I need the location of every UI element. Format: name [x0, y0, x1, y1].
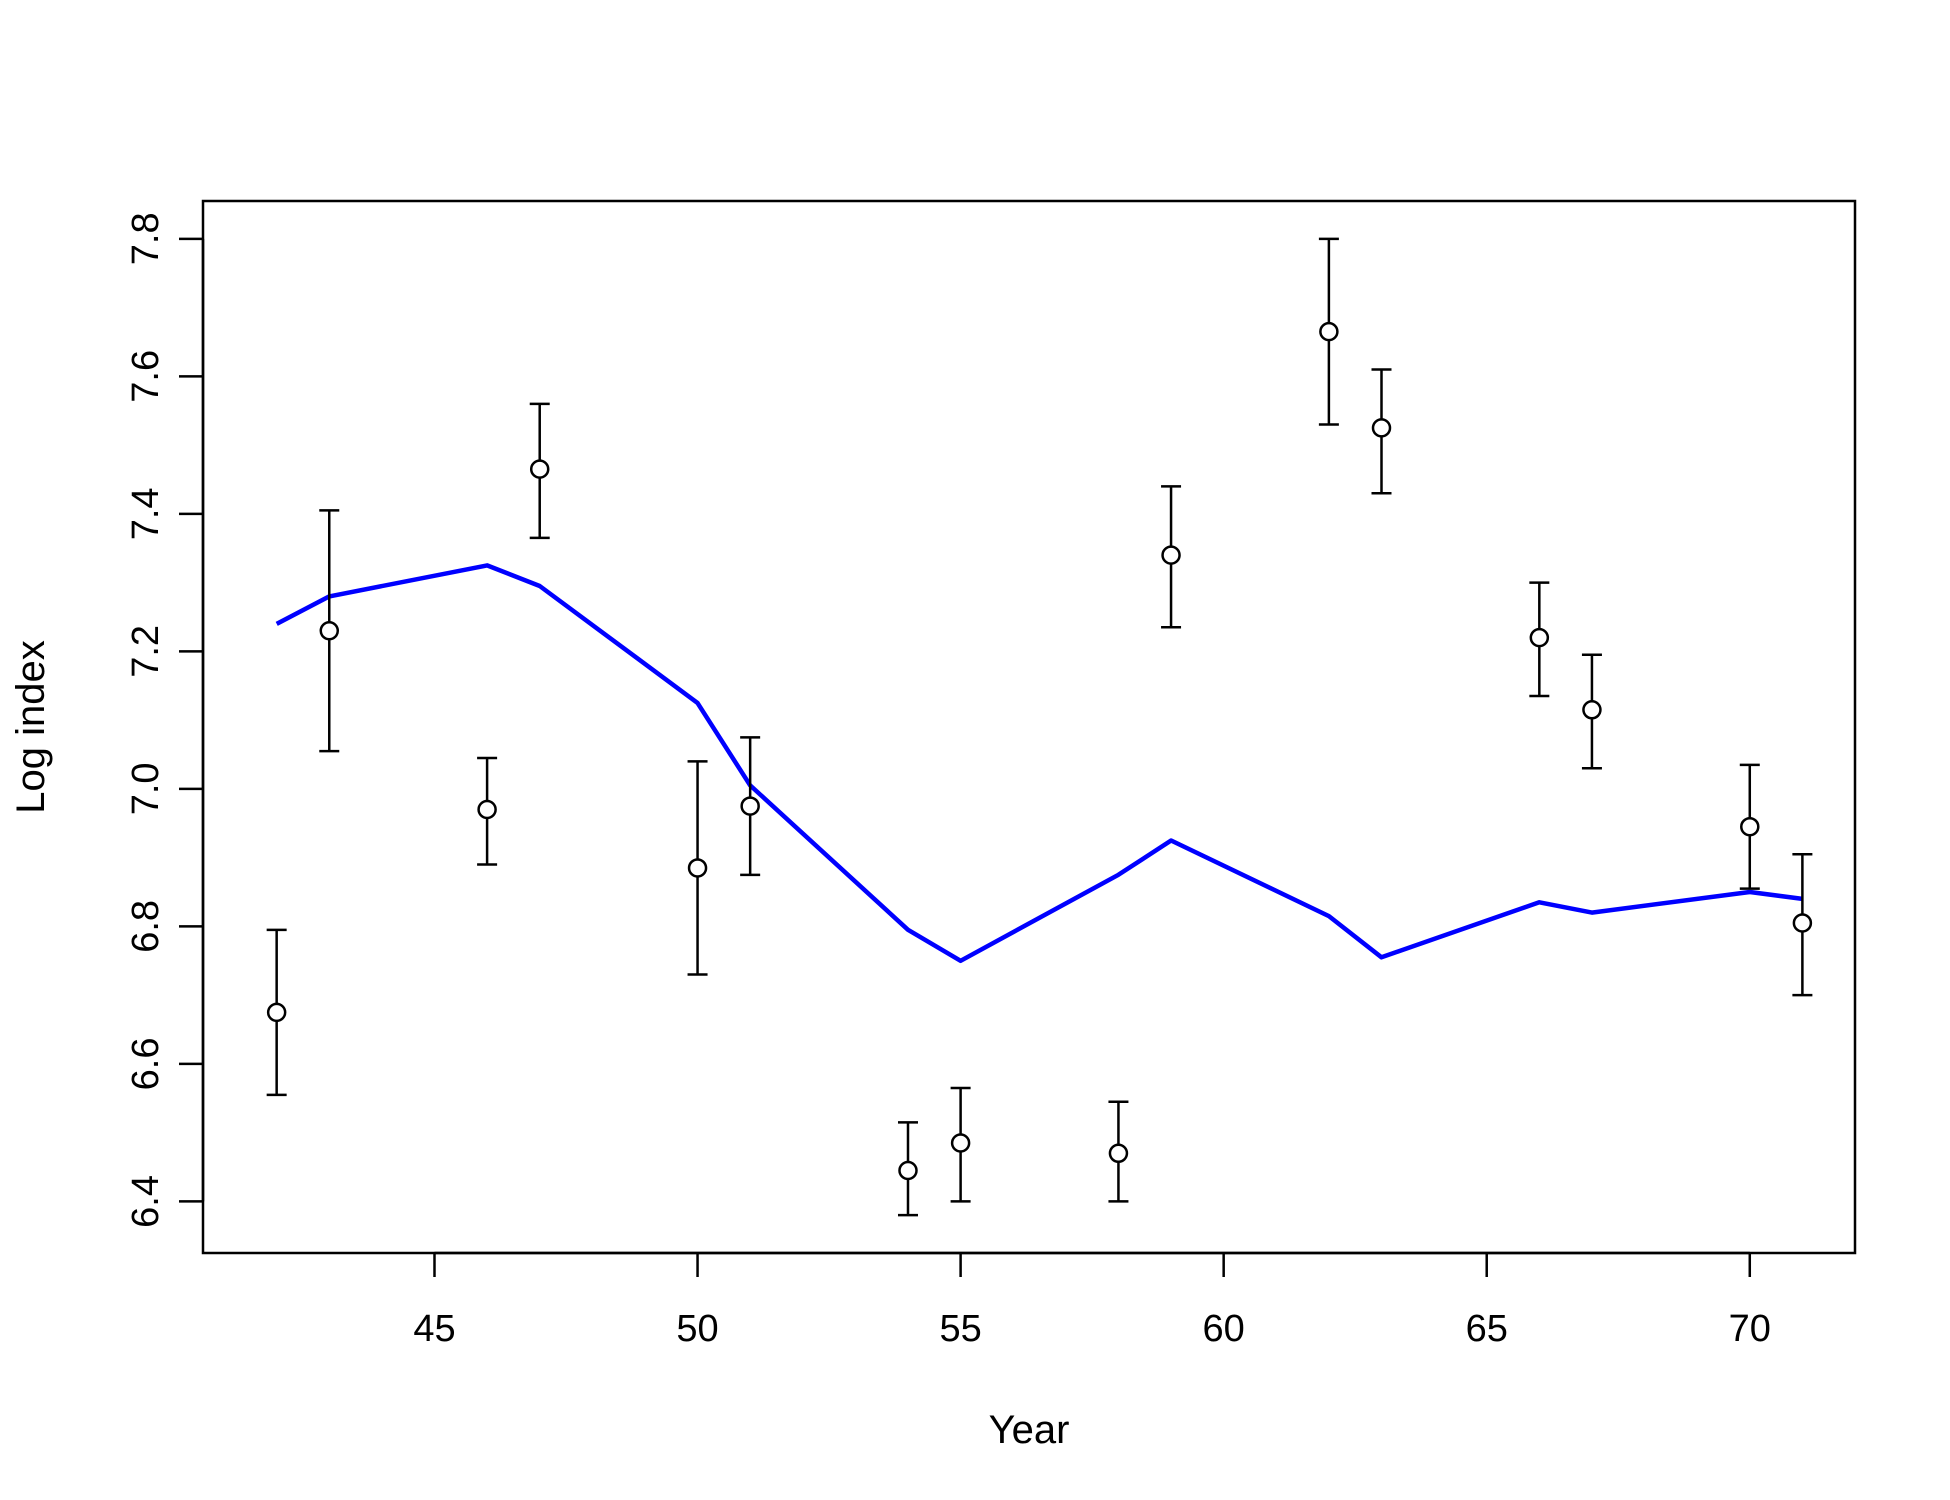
- data-point: [1319, 321, 1339, 342]
- observation-46: [477, 756, 498, 866]
- y-tick-label: 7.6: [125, 350, 167, 403]
- observation-series: [266, 237, 1813, 1217]
- y-tick-label: 7.8: [125, 212, 167, 265]
- observation-47: [529, 402, 550, 540]
- fitted-line-series: [275, 563, 1803, 964]
- data-point: [1529, 627, 1550, 648]
- x-tick-label: 45: [413, 1308, 455, 1350]
- observation-70: [1739, 763, 1760, 890]
- observation-55: [950, 1086, 971, 1203]
- x-axis-title: Year: [989, 1408, 1070, 1452]
- data-point: [1371, 418, 1392, 438]
- data-point: [1161, 545, 1181, 565]
- y-tick-label: 6.8: [125, 900, 167, 953]
- data-point: [687, 858, 708, 878]
- data-point: [477, 799, 497, 820]
- observation-59: [1161, 485, 1182, 629]
- y-tick-label: 7.4: [125, 487, 167, 540]
- data-point: [1740, 816, 1760, 837]
- x-tick-label: 55: [939, 1308, 981, 1350]
- plot-frame: [201, 199, 1857, 1255]
- observation-66: [1529, 581, 1550, 698]
- observation-51: [740, 736, 761, 877]
- data-point: [740, 796, 760, 816]
- observation-42: [266, 928, 287, 1097]
- observation-63: [1371, 368, 1392, 495]
- x-tick-label: 65: [1466, 1308, 1508, 1350]
- x-axis: 45 50 55 60 65 70: [413, 1251, 1771, 1350]
- observation-71: [1792, 852, 1813, 997]
- data-point: [898, 1160, 918, 1181]
- y-axis-title: Log index: [9, 640, 53, 813]
- y-tick-label: 6.4: [125, 1175, 167, 1228]
- y-axis: 6.4 6.6 6.8 7.0 7.2 7.4 7.6 7.8: [125, 212, 205, 1228]
- observation-43: [319, 509, 340, 753]
- y-tick-label: 6.6: [125, 1038, 167, 1091]
- data-point: [1108, 1143, 1129, 1164]
- observation-67: [1581, 653, 1602, 770]
- data-point: [266, 1002, 287, 1023]
- observation-58: [1108, 1100, 1129, 1203]
- data-point: [529, 459, 550, 479]
- x-tick-label: 50: [676, 1308, 718, 1350]
- data-point: [950, 1133, 971, 1153]
- observation-50: [687, 760, 708, 976]
- fitted-line: [275, 563, 1803, 964]
- data-point: [1582, 700, 1602, 720]
- x-tick-label: 70: [1729, 1308, 1771, 1350]
- x-tick-label: 60: [1203, 1308, 1245, 1350]
- data-point: [319, 620, 340, 641]
- observation-54: [897, 1121, 918, 1217]
- data-point: [1792, 913, 1813, 933]
- y-tick-label: 7.2: [125, 625, 167, 678]
- y-tick-label: 7.0: [125, 762, 167, 815]
- observation-62: [1318, 237, 1339, 426]
